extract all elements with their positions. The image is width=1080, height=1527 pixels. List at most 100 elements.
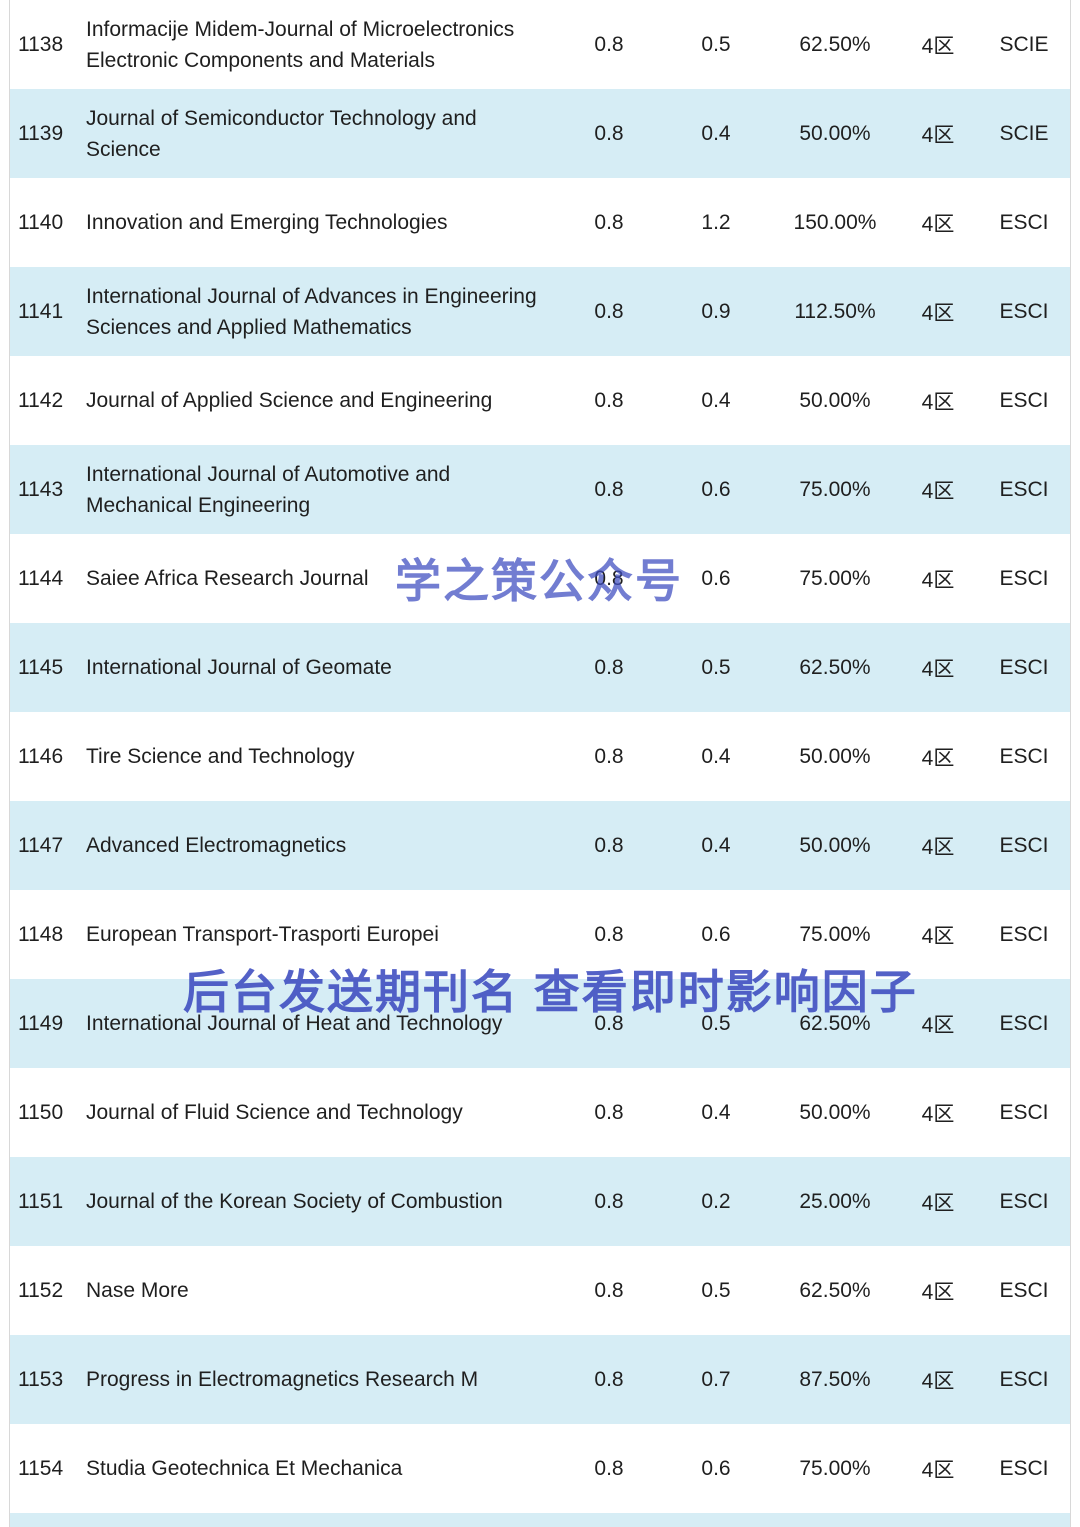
table-row: 1153 Progress in Electromagnetics Resear… [10, 1335, 1070, 1424]
impact-factor-cell: 0.8 [594, 210, 624, 234]
impact-factor-cell: 0.8 [594, 1189, 624, 1213]
second-value-cell: 0.2 [701, 1189, 731, 1213]
percent-cell: 150.00% [793, 210, 877, 234]
table-row: 1149 International Journal of Heat and T… [10, 979, 1070, 1068]
table-row: 1145 International Journal of Geomate 0.… [10, 623, 1070, 712]
index-type-cell: ESCI [999, 655, 1049, 679]
zone-cell: 4区 [921, 746, 955, 770]
zone-cell: 4区 [921, 1013, 955, 1037]
index-type-cell: ESCI [999, 1189, 1049, 1213]
journal-name-cell: Journal of the Korean Society of Combust… [86, 1190, 503, 1213]
impact-factor-cell: 0.8 [594, 121, 624, 145]
percent-cell: 75.00% [799, 566, 871, 590]
percent-cell: 62.50% [799, 1278, 871, 1302]
journal-name-cell: Journal of Semiconductor Technology and … [86, 106, 477, 161]
index-type-cell: ESCI [999, 477, 1049, 501]
row-number-cell: 1142 [18, 388, 64, 412]
second-value-cell: 0.5 [701, 655, 731, 679]
table-row: 1152 Nase More 0.8 0.5 62.50% 4区 ESCI [10, 1246, 1070, 1335]
impact-factor-cell: 0.8 [594, 655, 624, 679]
impact-factor-cell: 0.8 [594, 388, 624, 412]
journal-name-cell: International Journal of Advances in Eng… [86, 284, 537, 339]
row-number-cell: 1144 [18, 566, 64, 590]
zone-cell: 4区 [921, 1369, 955, 1393]
zone-cell: 4区 [921, 34, 955, 58]
journal-name-cell: Advanced Electromagnetics [86, 834, 347, 857]
second-value-cell: 0.4 [701, 388, 731, 412]
journal-name-cell: Journal of Fluid Science and Technology [86, 1101, 463, 1124]
journal-name-cell: Tire Science and Technology [86, 745, 355, 768]
index-type-cell: SCIE [999, 32, 1049, 56]
row-number-cell: 1149 [18, 1011, 64, 1035]
impact-factor-cell: 0.8 [594, 566, 624, 590]
zone-cell: 4区 [921, 1280, 955, 1304]
impact-factor-cell: 0.8 [594, 1278, 624, 1302]
row-number-cell: 1147 [18, 833, 64, 857]
second-value-cell: 0.7 [701, 1367, 731, 1391]
journal-name-cell: Progress in Electromagnetics Research M [86, 1368, 479, 1391]
table-row: 1147 Advanced Electromagnetics 0.8 0.4 5… [10, 801, 1070, 890]
second-value-cell: 0.4 [701, 833, 731, 857]
row-number-cell: 1153 [18, 1367, 64, 1391]
second-value-cell: 0.6 [701, 922, 731, 946]
table-row: 1143 International Journal of Automotive… [10, 445, 1070, 534]
row-number-cell: 1141 [18, 299, 64, 323]
percent-cell: 50.00% [799, 121, 871, 145]
zone-cell: 4区 [921, 835, 955, 859]
second-value-cell: 0.5 [701, 1011, 731, 1035]
journal-name-cell: European Transport-Trasporti Europei [86, 923, 439, 946]
index-type-cell: ESCI [999, 299, 1049, 323]
row-number-cell: 1152 [18, 1278, 64, 1302]
row-number-cell: 1146 [18, 744, 64, 768]
percent-cell: 112.50% [794, 299, 876, 323]
percent-cell: 50.00% [799, 1100, 871, 1124]
index-type-cell: ESCI [999, 1011, 1049, 1035]
partial-next-row [10, 1513, 1070, 1527]
table-row: 1141 International Journal of Advances i… [10, 267, 1070, 356]
zone-cell: 4区 [921, 301, 955, 325]
impact-factor-cell: 0.8 [594, 744, 624, 768]
second-value-cell: 0.5 [701, 1278, 731, 1302]
journal-name-cell: International Journal of Geomate [86, 656, 392, 679]
table-row: 1146 Tire Science and Technology 0.8 0.4… [10, 712, 1070, 801]
table-row: 1154 Studia Geotechnica Et Mechanica 0.8… [10, 1424, 1070, 1513]
index-type-cell: ESCI [999, 1367, 1049, 1391]
index-type-cell: ESCI [999, 1100, 1049, 1124]
impact-factor-cell: 0.8 [594, 477, 624, 501]
zone-cell: 4区 [921, 390, 955, 414]
table-row: 1140 Innovation and Emerging Technologie… [10, 178, 1070, 267]
index-type-cell: ESCI [999, 210, 1049, 234]
second-value-cell: 0.4 [701, 744, 731, 768]
journal-name-cell: International Journal of Heat and Techno… [86, 1012, 503, 1035]
second-value-cell: 0.6 [701, 477, 731, 501]
table-row: 1138 Informacije Midem-Journal of Microe… [10, 0, 1070, 89]
index-type-cell: ESCI [999, 1278, 1049, 1302]
index-type-cell: ESCI [999, 1456, 1049, 1480]
table-row: 1148 European Transport-Trasporti Europe… [10, 890, 1070, 979]
percent-cell: 62.50% [799, 32, 871, 56]
second-value-cell: 0.4 [701, 1100, 731, 1124]
second-value-cell: 0.4 [701, 121, 731, 145]
table-row: 1142 Journal of Applied Science and Engi… [10, 356, 1070, 445]
second-value-cell: 0.5 [701, 32, 731, 56]
table-row: 1151 Journal of the Korean Society of Co… [10, 1157, 1070, 1246]
impact-factor-cell: 0.8 [594, 1367, 624, 1391]
zone-cell: 4区 [921, 1102, 955, 1126]
zone-cell: 4区 [921, 212, 955, 236]
row-number-cell: 1143 [18, 477, 64, 501]
impact-factor-cell: 0.8 [594, 299, 624, 323]
table-row: 1144 Saiee Africa Research Journal 0.8 0… [10, 534, 1070, 623]
row-number-cell: 1139 [18, 121, 64, 145]
percent-cell: 62.50% [799, 655, 871, 679]
row-number-cell: 1140 [18, 210, 64, 234]
percent-cell: 25.00% [799, 1189, 871, 1213]
impact-factor-cell: 0.8 [594, 1100, 624, 1124]
index-type-cell: ESCI [999, 566, 1049, 590]
index-type-cell: ESCI [999, 833, 1049, 857]
percent-cell: 62.50% [799, 1011, 871, 1035]
percent-cell: 50.00% [799, 388, 871, 412]
impact-factor-cell: 0.8 [594, 32, 624, 56]
row-number-cell: 1138 [18, 32, 64, 56]
table-row: 1150 Journal of Fluid Science and Techno… [10, 1068, 1070, 1157]
